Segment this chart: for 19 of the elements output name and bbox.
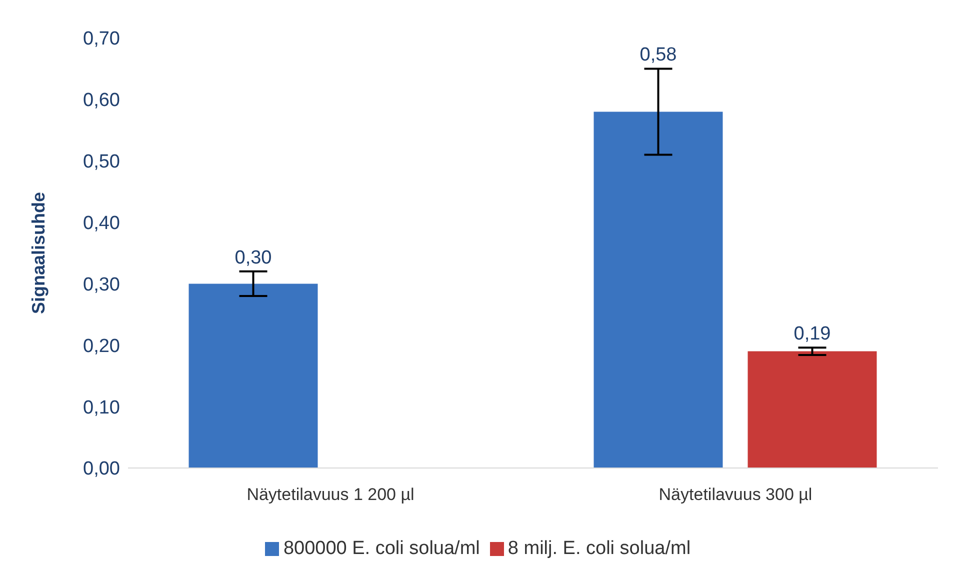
y-tick-label: 0,20: [83, 336, 120, 357]
legend-label: 8 milj. E. coli solua/ml: [508, 538, 691, 559]
bar: [594, 112, 723, 468]
y-tick-label: 0,10: [83, 397, 120, 418]
x-tick-label: Näytetilavuus 300 µl: [658, 485, 812, 504]
y-tick-label: 0,40: [83, 213, 120, 234]
data-label: 0,19: [794, 324, 831, 345]
legend-label: 800000 E. coli solua/ml: [283, 538, 480, 559]
y-tick-label: 0,00: [83, 458, 120, 480]
y-tick-label: 0,60: [83, 90, 120, 112]
bar: [748, 351, 877, 468]
data-label: 0,58: [640, 44, 677, 66]
y-tick-label: 0,70: [83, 28, 120, 50]
y-tick-label: 0,50: [83, 152, 120, 173]
bar: [188, 284, 318, 468]
x-tick-label: Näytetilavuus 1 200 µl: [246, 485, 414, 504]
y-tick-label: 0,30: [83, 274, 120, 296]
y-axis-title: Signaalisuhde: [28, 192, 48, 314]
data-label: 0,30: [234, 247, 272, 268]
